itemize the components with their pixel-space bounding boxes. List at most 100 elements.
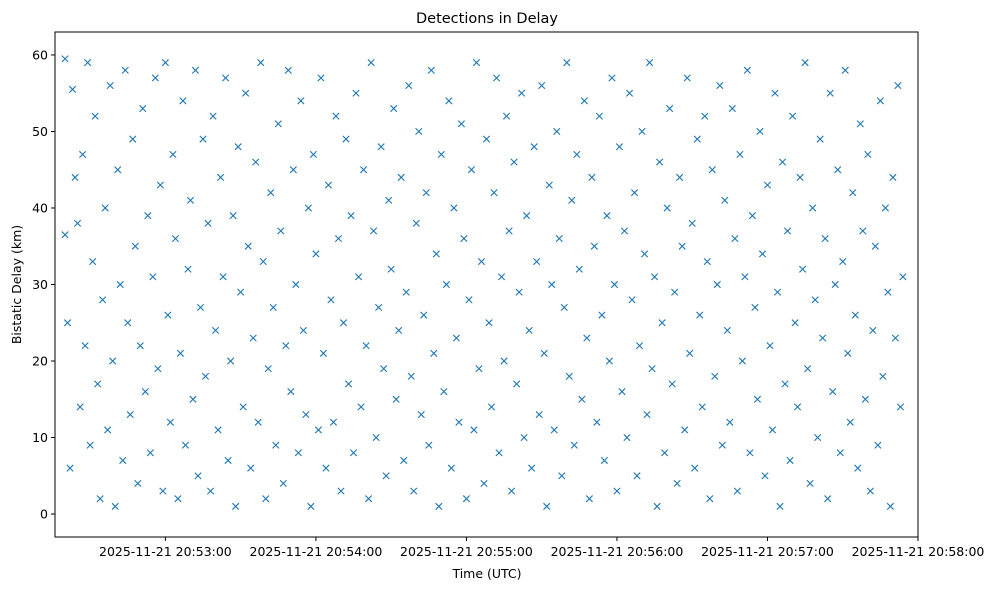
data-point	[538, 81, 546, 90]
data-point	[661, 449, 669, 457]
data-point	[836, 449, 844, 457]
data-point	[472, 59, 481, 67]
data-point	[726, 418, 734, 426]
data-point	[377, 143, 385, 151]
data-point	[804, 365, 812, 373]
data-point	[871, 242, 879, 250]
data-point	[302, 410, 310, 419]
data-point	[896, 403, 905, 411]
x-tick-label: 2025-11-21 20:57:00	[701, 544, 834, 559]
data-point	[756, 127, 764, 136]
data-point	[111, 502, 119, 510]
data-point	[482, 135, 491, 143]
data-point	[324, 181, 333, 189]
data-point	[322, 464, 330, 472]
data-point	[477, 257, 486, 266]
data-point	[121, 66, 129, 74]
data-point	[658, 319, 666, 327]
data-point	[410, 487, 418, 495]
data-point	[553, 127, 561, 136]
x-tick-label: 2025-11-21 20:56:00	[551, 544, 684, 559]
data-point	[706, 495, 714, 503]
data-point	[643, 410, 651, 419]
data-point	[415, 127, 423, 136]
data-point	[402, 288, 410, 296]
data-point	[583, 334, 591, 342]
data-point	[799, 265, 807, 273]
data-point	[124, 319, 132, 327]
data-point	[771, 89, 779, 97]
data-point	[279, 479, 287, 488]
data-point	[899, 273, 907, 281]
data-point	[317, 74, 325, 82]
data-point	[339, 319, 348, 327]
x-axis: 2025-11-21 20:53:00 2025-11-21 20:54:00 20…	[99, 537, 984, 559]
data-point	[242, 89, 250, 97]
data-point	[289, 166, 297, 174]
data-point	[314, 426, 323, 434]
data-point	[139, 104, 147, 113]
data-point	[713, 280, 721, 289]
data-point	[788, 112, 797, 120]
data-point	[711, 372, 719, 380]
data-point	[693, 135, 701, 143]
data-point	[199, 135, 207, 143]
data-point	[352, 89, 360, 97]
data-point	[671, 288, 679, 296]
data-point	[432, 250, 440, 258]
data-point	[743, 66, 751, 74]
data-point	[176, 349, 185, 357]
data-point	[156, 181, 164, 189]
data-point	[548, 280, 556, 289]
data-point	[523, 212, 531, 220]
data-point	[349, 449, 358, 457]
data-point	[247, 464, 255, 472]
data-point	[362, 342, 370, 350]
data-point	[635, 342, 644, 350]
data-point	[66, 464, 74, 472]
data-point	[768, 426, 777, 434]
data-point	[723, 326, 731, 334]
data-point	[681, 426, 689, 434]
data-point	[417, 410, 425, 419]
y-axis: 0 10 20 30 40 50 60	[32, 47, 55, 522]
data-point	[613, 487, 621, 495]
data-point	[86, 441, 94, 449]
data-point	[748, 212, 757, 220]
data-point	[204, 219, 212, 227]
data-point	[650, 273, 659, 281]
data-point	[543, 502, 551, 510]
data-point	[595, 112, 603, 120]
data-point	[879, 372, 887, 380]
data-point	[375, 303, 383, 312]
data-point	[570, 441, 578, 449]
data-point	[392, 395, 400, 403]
data-point	[578, 395, 586, 403]
data-point	[304, 204, 312, 212]
data-point	[462, 495, 471, 503]
data-point	[229, 212, 237, 220]
data-point	[502, 112, 511, 120]
data-point	[809, 204, 817, 212]
x-tick-label: 2025-11-21 20:55:00	[400, 544, 533, 559]
data-point	[698, 403, 706, 411]
data-point	[179, 97, 187, 105]
data-point	[884, 288, 892, 296]
data-point	[773, 288, 782, 296]
data-point	[216, 173, 225, 181]
data-point	[515, 288, 523, 296]
data-point	[530, 143, 538, 151]
data-point	[618, 388, 626, 396]
data-point	[181, 441, 190, 449]
data-point	[716, 81, 724, 90]
data-point	[866, 487, 874, 495]
data-point	[73, 219, 82, 227]
data-point	[63, 319, 72, 327]
data-point	[274, 120, 282, 128]
data-point	[806, 479, 814, 488]
data-point	[492, 74, 501, 82]
data-point	[146, 449, 154, 457]
data-point	[244, 242, 252, 250]
